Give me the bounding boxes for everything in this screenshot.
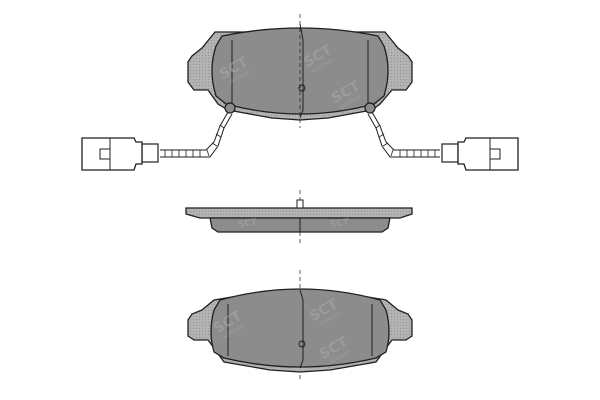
front-sensor-mount-right xyxy=(364,102,376,114)
watermark-brand: SCT xyxy=(329,217,351,230)
watermark-brand: SCT xyxy=(237,217,259,230)
front-sensor-mount-left xyxy=(224,102,236,114)
rear-view: SCT GERMANY SCT GERMANY SCT GERMANY xyxy=(187,270,413,380)
front-view: SCT GERMANY SCT GERMANY SCT GERMANY xyxy=(81,14,519,171)
side-clip-tab xyxy=(296,199,304,209)
left-sensor-wire xyxy=(160,111,233,158)
right-sensor-connector xyxy=(441,137,519,171)
right-sensor-wire xyxy=(367,111,440,158)
front-wear-indicator xyxy=(298,84,306,92)
rear-friction-material xyxy=(210,288,390,368)
side-view: SCT SCT xyxy=(185,190,413,246)
rear-center-slot xyxy=(299,289,304,369)
left-sensor-connector xyxy=(81,137,159,171)
rear-wear-indicator xyxy=(298,340,306,348)
front-center-slot xyxy=(299,23,304,119)
